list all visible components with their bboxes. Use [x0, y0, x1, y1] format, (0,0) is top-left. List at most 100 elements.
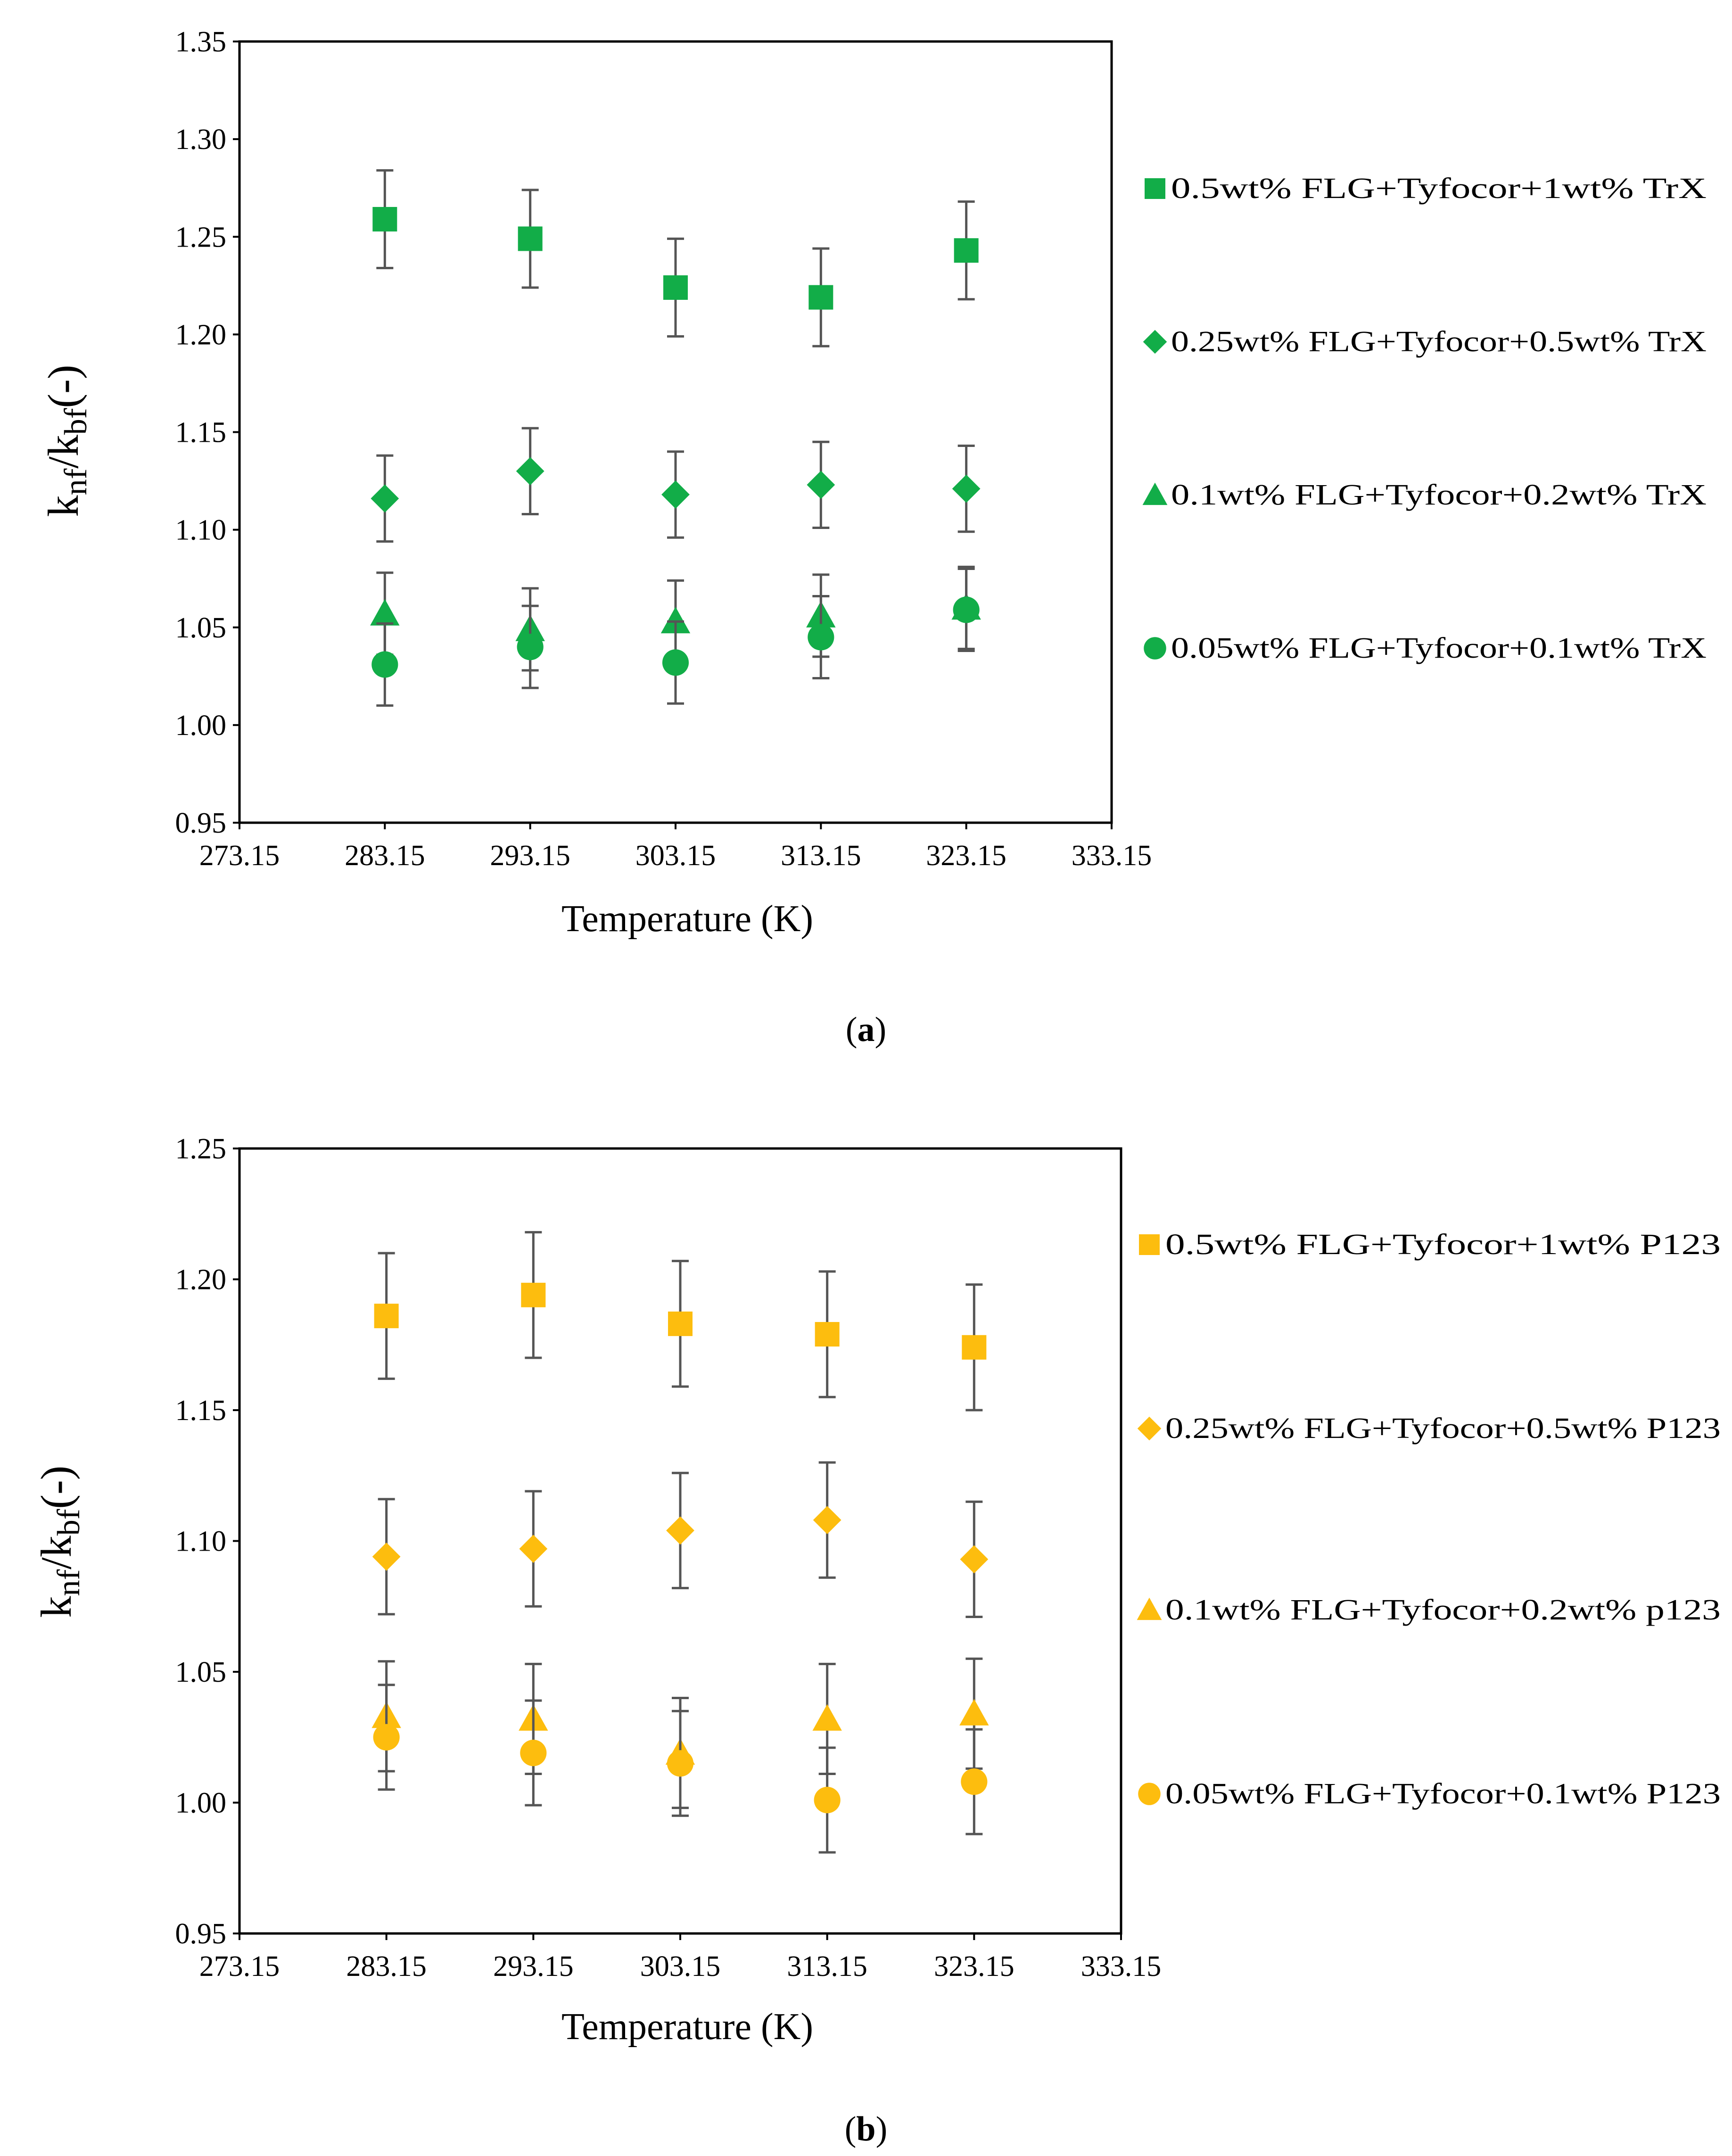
panel-a-y-label-tail: (-)	[39, 365, 87, 408]
panel-b-y-label-sub2: bf	[50, 1509, 86, 1536]
series-circle	[373, 1684, 988, 1854]
y-tick-label: 1.30	[175, 124, 227, 156]
panel-a-data-marks	[370, 169, 981, 707]
y-tick-label: 1.00	[175, 710, 227, 742]
legend-item: 0.25wt% FLG+Tyfocor+0.5wt% P123	[1137, 1413, 1721, 1445]
panel-b-legend: 0.5wt% FLG+Tyfocor+1wt% P123 0.25wt% FLG+…	[1137, 1229, 1721, 1810]
x-tick-label: 323.15	[926, 840, 1006, 872]
data-point-square	[954, 238, 979, 263]
data-point-triangle	[370, 599, 400, 626]
x-tick-label: 333.15	[1072, 840, 1152, 872]
legend-label: 0.25wt% FLG+Tyfocor+0.5wt% TrX	[1171, 326, 1707, 358]
x-tick-label: 303.15	[640, 1950, 721, 1983]
panel-a-y-label-mid: /k	[39, 435, 87, 469]
y-tick-label: 1.35	[175, 26, 227, 58]
panel-b-caption-letter: b	[856, 2110, 875, 2148]
x-tick-label: 303.15	[635, 840, 716, 872]
panel-a: 273.15 283.15 293.15 303.15 313.15 323.15 333.…	[39, 26, 1707, 1049]
data-point-circle	[371, 651, 398, 678]
panel-a-y-label-sub2: bf	[58, 408, 93, 435]
series-square	[372, 169, 979, 347]
legend-marker-square	[1139, 1234, 1160, 1255]
data-point-circle	[814, 1786, 841, 1814]
x-tick-label: 333.15	[1081, 1950, 1162, 1983]
panel-b-x-axis-label: Temperature (K)	[561, 2006, 813, 2048]
data-point-circle	[662, 649, 689, 676]
panel-a-legend: 0.5wt% FLG+Tyfocor+1wt% TrX 0.25wt% FLG+T…	[1142, 173, 1707, 664]
x-tick-label: 273.15	[199, 1950, 280, 1983]
y-tick-label: 1.05	[175, 612, 227, 644]
panel-b-y-label-tail: (-)	[32, 1466, 80, 1509]
panel-b-y-axis-label: knf/kbf(-)	[32, 1466, 86, 1618]
data-point-diamond	[661, 480, 690, 509]
data-point-square	[521, 1282, 546, 1307]
panel-b-y-label-sub1: nf	[50, 1569, 86, 1596]
x-tick-label: 273.15	[199, 840, 280, 872]
data-point-square	[663, 275, 688, 300]
panel-a-caption-letter: a	[858, 1010, 875, 1049]
legend-label: 0.5wt% FLG+Tyfocor+1wt% TrX	[1171, 173, 1707, 205]
data-point-triangle	[812, 1704, 842, 1731]
y-tick-label: 1.10	[175, 514, 227, 546]
data-point-diamond	[960, 1545, 989, 1574]
data-point-square	[374, 1304, 399, 1329]
data-point-diamond	[807, 471, 835, 499]
panel-a-x-axis-label: Temperature (K)	[561, 898, 813, 940]
data-point-circle	[961, 1768, 988, 1795]
data-point-diamond	[371, 484, 399, 513]
y-tick-label: 1.25	[175, 221, 227, 253]
y-tick-label: 1.20	[175, 319, 227, 351]
legend-marker-circle	[1138, 1783, 1161, 1805]
y-tick-label: 1.20	[175, 1264, 227, 1296]
data-point-square	[815, 1322, 840, 1347]
legend-label: 0.1wt% FLG+Tyfocor+0.2wt% TrX	[1171, 479, 1707, 511]
panel-b-x-tick-labels: 273.15 283.15 293.15 303.15 313.15 323.15 333.…	[199, 1933, 1162, 1983]
data-point-circle	[517, 634, 544, 661]
data-point-diamond	[372, 1542, 401, 1571]
data-point-diamond	[516, 457, 544, 486]
series-square	[374, 1231, 987, 1412]
data-point-circle	[953, 596, 980, 623]
data-point-square	[518, 226, 543, 251]
panel-a-caption: (a)	[846, 1010, 886, 1049]
x-tick-label: 293.15	[493, 1950, 574, 1983]
data-point-circle	[520, 1739, 547, 1767]
panel-b-y-label-mid: /k	[32, 1536, 80, 1570]
legend-item: 0.5wt% FLG+Tyfocor+1wt% P123	[1139, 1229, 1721, 1261]
x-tick-label: 283.15	[346, 1950, 427, 1983]
legend-marker-triangle	[1137, 1597, 1162, 1620]
data-point-triangle	[660, 607, 691, 634]
data-point-diamond	[952, 474, 981, 503]
y-tick-label: 1.10	[175, 1526, 227, 1558]
data-point-diamond	[813, 1506, 841, 1534]
legend-marker-square	[1145, 178, 1165, 199]
data-point-circle	[667, 1750, 694, 1777]
legend-item: 0.05wt% FLG+Tyfocor+0.1wt% P123	[1138, 1778, 1721, 1810]
legend-label: 0.25wt% FLG+Tyfocor+0.5wt% P123	[1165, 1413, 1721, 1445]
y-tick-label: 1.25	[175, 1133, 227, 1165]
data-point-circle	[808, 624, 834, 651]
data-point-square	[962, 1335, 987, 1360]
legend-item: 0.25wt% FLG+Tyfocor+0.5wt% TrX	[1143, 326, 1707, 358]
legend-marker-diamond	[1137, 1416, 1162, 1441]
series-diamond	[371, 427, 981, 543]
data-point-triangle	[959, 1699, 989, 1726]
legend-marker-triangle	[1142, 482, 1168, 505]
series-circle	[371, 567, 980, 707]
legend-item: 0.1wt% FLG+Tyfocor+0.2wt% p123	[1137, 1594, 1721, 1626]
panel-b-y-label-k1: k	[32, 1596, 80, 1618]
panel-a-y-label-sub1: nf	[58, 468, 93, 495]
data-point-square	[372, 207, 397, 231]
x-tick-label: 283.15	[345, 840, 425, 872]
y-tick-label: 1.00	[175, 1787, 227, 1819]
data-point-square	[808, 285, 833, 310]
panel-a-y-tick-labels: 0.95 1.00 1.05 1.10 1.15 1.20 1.25 1.30 1.35	[175, 26, 239, 839]
y-tick-label: 1.15	[175, 1395, 227, 1427]
panel-a-x-tick-labels: 273.15 283.15 293.15 303.15 313.15 323.15 333.…	[199, 823, 1152, 872]
legend-item: 0.05wt% FLG+Tyfocor+0.1wt% TrX	[1144, 632, 1707, 664]
legend-marker-diamond	[1143, 330, 1167, 354]
panel-a-y-label-k1: k	[39, 495, 87, 517]
y-tick-label: 1.15	[175, 417, 227, 449]
